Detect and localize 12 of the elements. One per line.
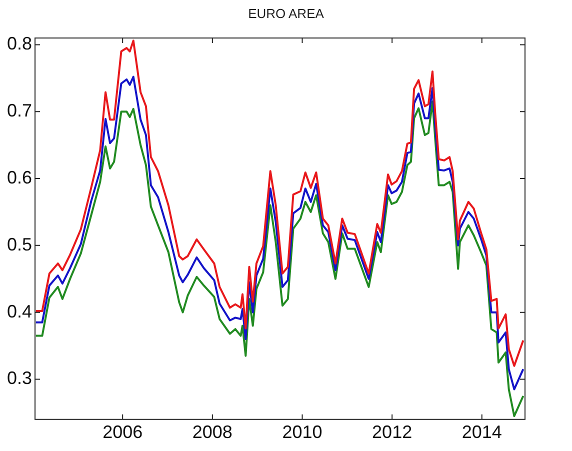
x-tick-label: 2012	[372, 422, 412, 442]
chart-title: EURO AREA	[247, 6, 325, 21]
y-tick-label: 0.8	[6, 34, 32, 54]
y-tick-label: 0.7	[6, 100, 32, 121]
x-tick-label: 2014	[462, 422, 502, 442]
x-tick-label: 2006	[102, 422, 143, 442]
x-tick-label: 2010	[282, 422, 322, 442]
x-tick-label: 2008	[192, 422, 232, 442]
y-tick-label: 0.3	[6, 368, 32, 388]
y-tick-label: 0.4	[6, 301, 32, 322]
y-tick-label: 0.6	[6, 167, 32, 188]
y-tick-label: 0.5	[6, 234, 32, 254]
